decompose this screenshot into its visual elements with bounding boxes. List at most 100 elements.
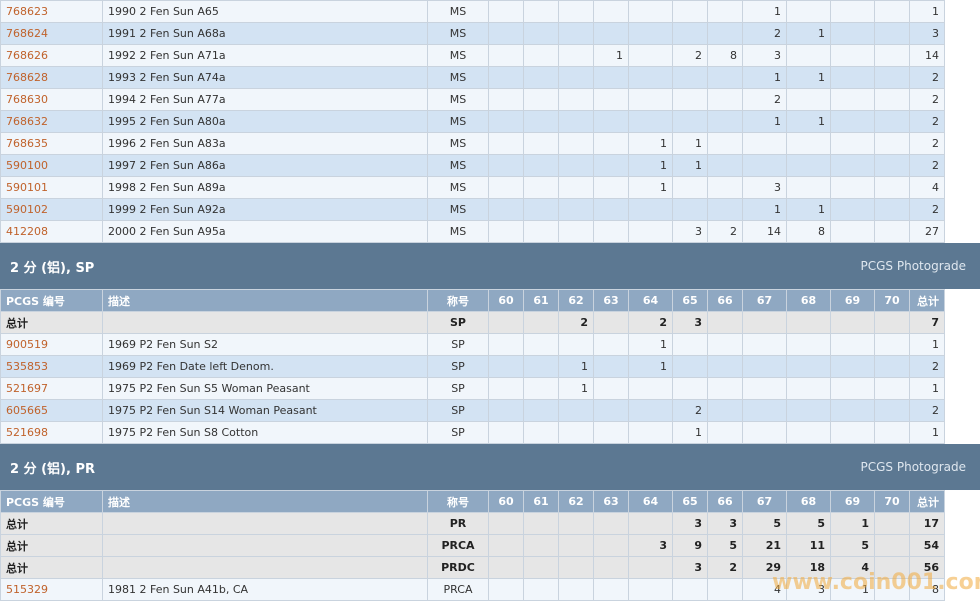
grade-count-cell [874, 578, 910, 601]
pcgs-code-link[interactable]: 768623 [6, 5, 48, 18]
grade-count-cell [830, 176, 875, 199]
section-title: 2 分 (铝), SP [10, 260, 95, 276]
grade-count-cell [742, 311, 787, 334]
total-cell: 54 [909, 534, 945, 557]
grade-count-cell [558, 154, 594, 177]
grade-count-cell [488, 110, 524, 133]
pcgs-code-link[interactable]: 768626 [6, 49, 48, 62]
header-description[interactable]: 描述 [102, 289, 428, 312]
header-grade-63[interactable]: 63 [593, 490, 629, 513]
header-pcgs-code[interactable]: PCGS 编号 [0, 289, 103, 312]
grade-count-cell [707, 110, 743, 133]
grade-count-cell: 3 [786, 578, 831, 601]
designation-cell: SP [427, 333, 489, 356]
header-grade-64[interactable]: 64 [628, 289, 673, 312]
header-grade-68[interactable]: 68 [786, 490, 831, 513]
photograde-link[interactable]: PCGS Photograde [860, 460, 966, 474]
grade-count-cell: 3 [672, 311, 708, 334]
header-grade-63[interactable]: 63 [593, 289, 629, 312]
header-grade-70[interactable]: 70 [874, 490, 910, 513]
header-total[interactable]: 总计 [909, 289, 945, 312]
total-cell: 1 [909, 333, 945, 356]
table-row: 412208 2000 2 Fen Sun A95a MS 3 2 14 8 27 [0, 220, 980, 243]
grade-count-cell [672, 333, 708, 356]
total-cell: 1 [909, 0, 945, 23]
totals-label: 总计 [0, 556, 103, 579]
pcgs-code-link[interactable]: 768628 [6, 71, 48, 84]
description-cell: 1975 P2 Fen Sun S5 Woman Peasant [102, 377, 428, 400]
header-grade-69[interactable]: 69 [830, 289, 875, 312]
grade-count-cell [628, 578, 673, 601]
grade-count-cell [593, 355, 629, 378]
header-grade-61[interactable]: 61 [523, 490, 559, 513]
pcgs-code-link[interactable]: 768635 [6, 137, 48, 150]
pcgs-code-cell: 535853 [0, 355, 103, 378]
photograde-link[interactable]: PCGS Photograde [860, 259, 966, 273]
grade-count-cell [488, 333, 524, 356]
grade-count-cell [628, 399, 673, 422]
description-cell: 1975 P2 Fen Sun S14 Woman Peasant [102, 399, 428, 422]
grade-count-cell [786, 88, 831, 111]
pcgs-code-link[interactable]: 768632 [6, 115, 48, 128]
pcgs-code-link[interactable]: 412208 [6, 225, 48, 238]
pcgs-code-cell: 768628 [0, 66, 103, 89]
header-grade-69[interactable]: 69 [830, 490, 875, 513]
grade-count-cell [707, 88, 743, 111]
description-cell: 1996 2 Fen Sun A83a [102, 132, 428, 155]
header-total[interactable]: 总计 [909, 490, 945, 513]
header-designation[interactable]: 称号 [427, 289, 489, 312]
header-grade-62[interactable]: 62 [558, 289, 594, 312]
grade-count-cell [707, 399, 743, 422]
pcgs-code-link[interactable]: 768624 [6, 27, 48, 40]
header-grade-61[interactable]: 61 [523, 289, 559, 312]
grade-count-cell [786, 0, 831, 23]
pcgs-code-link[interactable]: 521698 [6, 426, 48, 439]
header-designation[interactable]: 称号 [427, 490, 489, 513]
header-grade-70[interactable]: 70 [874, 289, 910, 312]
header-grade-65[interactable]: 65 [672, 490, 708, 513]
grade-count-cell [830, 22, 875, 45]
description-cell: 1999 2 Fen Sun A92a [102, 198, 428, 221]
header-description[interactable]: 描述 [102, 490, 428, 513]
pr-section-header: 2 分 (铝), PR PCGS Photograde [0, 444, 980, 490]
header-grade-66[interactable]: 66 [707, 490, 743, 513]
header-grade-60[interactable]: 60 [488, 490, 524, 513]
pcgs-code-link[interactable]: 590100 [6, 159, 48, 172]
pcgs-code-link[interactable]: 900519 [6, 338, 48, 351]
pcgs-code-link[interactable]: 768630 [6, 93, 48, 106]
pcgs-code-link[interactable]: 605665 [6, 404, 48, 417]
designation-cell: SP [427, 311, 489, 334]
grade-count-cell [830, 88, 875, 111]
grade-count-cell [786, 44, 831, 67]
header-grade-68[interactable]: 68 [786, 289, 831, 312]
pcgs-code-link[interactable]: 521697 [6, 382, 48, 395]
header-grade-64[interactable]: 64 [628, 490, 673, 513]
designation-cell: SP [427, 355, 489, 378]
grade-count-cell [742, 355, 787, 378]
grade-count-cell [593, 154, 629, 177]
pcgs-code-link[interactable]: 590102 [6, 203, 48, 216]
grade-count-cell [488, 556, 524, 579]
description-cell: 1990 2 Fen Sun A65 [102, 0, 428, 23]
table-row: 768626 1992 2 Fen Sun A71a MS 1 2 8 3 14 [0, 44, 980, 67]
header-grade-67[interactable]: 67 [742, 490, 787, 513]
pcgs-code-link[interactable]: 535853 [6, 360, 48, 373]
total-cell: 2 [909, 66, 945, 89]
header-grade-65[interactable]: 65 [672, 289, 708, 312]
designation-cell: SP [427, 421, 489, 444]
grade-count-cell [593, 110, 629, 133]
designation-cell: MS [427, 22, 489, 45]
header-grade-60[interactable]: 60 [488, 289, 524, 312]
pcgs-code-link[interactable]: 515329 [6, 583, 48, 596]
grade-count-cell [874, 198, 910, 221]
header-pcgs-code[interactable]: PCGS 编号 [0, 490, 103, 513]
grade-count-cell [523, 333, 559, 356]
header-grade-66[interactable]: 66 [707, 289, 743, 312]
pcgs-code-link[interactable]: 590101 [6, 181, 48, 194]
grade-count-cell: 1 [558, 355, 594, 378]
header-grade-62[interactable]: 62 [558, 490, 594, 513]
grade-count-cell [830, 399, 875, 422]
grade-count-cell [786, 333, 831, 356]
header-grade-67[interactable]: 67 [742, 289, 787, 312]
grade-count-cell [488, 578, 524, 601]
